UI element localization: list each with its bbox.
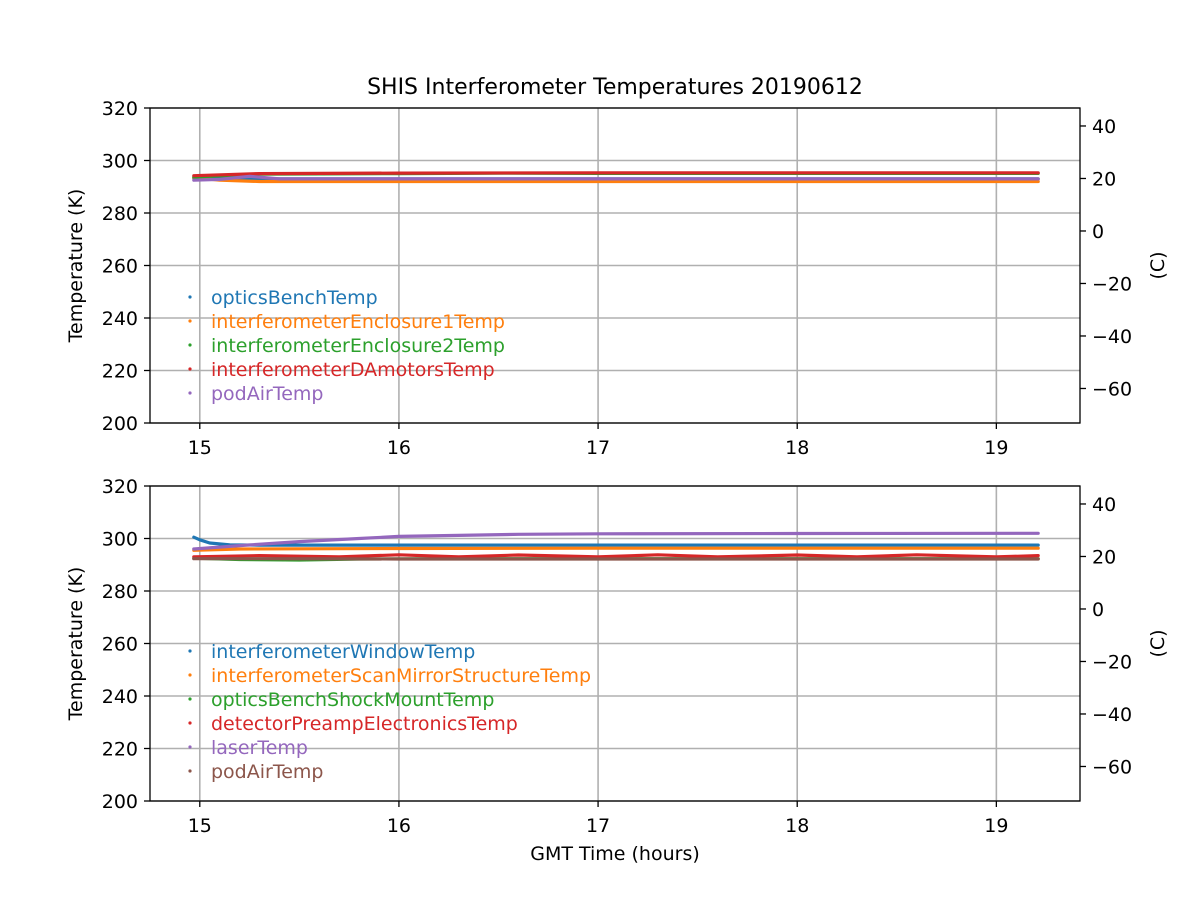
series-line-podAirTemp — [192, 174, 1040, 182]
legend-marker-interferometerEnclosure2Temp — [188, 343, 192, 347]
legend-marker-laserTemp — [188, 745, 192, 749]
y-tick-label: 320 — [102, 98, 138, 120]
right-y-tick-label: 0 — [1092, 221, 1104, 243]
y-axis-label: Temperature (K) — [65, 189, 87, 344]
right-y-tick-label: 40 — [1092, 494, 1116, 516]
legend-marker-opticsBenchTemp — [188, 295, 192, 299]
right-y-axis-label: (C) — [1147, 251, 1169, 279]
y-tick-label: 200 — [102, 791, 138, 813]
series-line-laserTemp — [192, 531, 1040, 551]
legend-label-interferometerEnclosure1Temp: interferometerEnclosure1Temp — [211, 311, 505, 333]
legend-marker-opticsBenchShockMountTemp — [188, 697, 192, 701]
legend-marker-podAirTemp — [188, 769, 192, 773]
right-y-tick-label: −40 — [1092, 704, 1132, 726]
x-tick-label: 16 — [387, 437, 411, 459]
series-line-interferometerScanMirrorStructureTemp — [192, 546, 1040, 552]
x-tick-label: 17 — [586, 437, 610, 459]
legend-label-opticsBenchTemp: opticsBenchTemp — [211, 287, 378, 309]
y-axis-label: Temperature (K) — [65, 567, 87, 722]
legend-marker-detectorPreampElectronicsTemp — [188, 721, 192, 725]
y-tick-label: 280 — [102, 203, 138, 225]
y-tick-label: 260 — [102, 634, 138, 656]
legend-label-interferometerWindowTemp: interferometerWindowTemp — [211, 641, 475, 663]
right-y-tick-label: 40 — [1092, 116, 1116, 138]
legend-label-interferometerDAmotorsTemp: interferometerDAmotorsTemp — [211, 359, 495, 381]
y-tick-label: 280 — [102, 581, 138, 603]
legend-marker-interferometerWindowTemp — [188, 649, 192, 653]
right-y-tick-label: 0 — [1092, 599, 1104, 621]
x-tick-label: 16 — [387, 815, 411, 837]
right-y-axis-label: (C) — [1147, 629, 1169, 657]
series-line-detectorPreampElectronicsTemp — [192, 553, 1040, 559]
y-tick-label: 200 — [102, 413, 138, 435]
figure-title: SHIS Interferometer Temperatures 2019061… — [367, 75, 863, 100]
x-tick-label: 17 — [586, 815, 610, 837]
x-tick-label: 18 — [785, 815, 809, 837]
legend-marker-interferometerEnclosure1Temp — [188, 319, 192, 323]
legend-label-opticsBenchShockMountTemp: opticsBenchShockMountTemp — [211, 689, 494, 711]
x-tick-label: 15 — [188, 437, 212, 459]
series-line-interferometerDAmotorsTemp — [192, 171, 1040, 178]
y-tick-label: 240 — [102, 686, 138, 708]
right-y-tick-label: −20 — [1092, 651, 1132, 673]
x-tick-label: 19 — [984, 815, 1008, 837]
legend-label-podAirTemp: podAirTemp — [211, 383, 323, 405]
legend-label-detectorPreampElectronicsTemp: detectorPreampElectronicsTemp — [211, 713, 518, 735]
x-tick-label: 15 — [188, 815, 212, 837]
right-y-tick-label: 20 — [1092, 168, 1116, 190]
top-panel: 15 16 17 18 19200220240260280300320−60−40−20… — [65, 98, 1169, 459]
bottom-panel: 15 16 17 18 19200220240260280300320−60−40−20… — [65, 476, 1169, 865]
y-tick-label: 320 — [102, 476, 138, 498]
right-y-tick-label: −40 — [1092, 326, 1132, 348]
legend-marker-podAirTemp — [188, 391, 192, 395]
y-tick-label: 300 — [102, 151, 138, 173]
y-tick-label: 300 — [102, 529, 138, 551]
right-y-tick-label: −60 — [1092, 378, 1132, 400]
y-tick-label: 260 — [102, 256, 138, 278]
legend-label-interferometerScanMirrorStructureTemp: interferometerScanMirrorStructureTemp — [211, 665, 591, 687]
legend-label-laserTemp: laserTemp — [211, 737, 308, 759]
x-tick-label: 19 — [984, 437, 1008, 459]
legend-label-podAirTemp: podAirTemp — [211, 761, 323, 783]
right-y-tick-label: −20 — [1092, 273, 1132, 295]
right-y-tick-label: −60 — [1092, 756, 1132, 778]
legend-marker-interferometerScanMirrorStructureTemp — [188, 673, 192, 677]
y-tick-label: 220 — [102, 361, 138, 383]
y-tick-label: 220 — [102, 739, 138, 761]
y-tick-label: 240 — [102, 308, 138, 330]
x-axis-label: GMT Time (hours) — [530, 843, 700, 865]
x-tick-label: 18 — [785, 437, 809, 459]
legend-label-interferometerEnclosure2Temp: interferometerEnclosure2Temp — [211, 335, 505, 357]
right-y-tick-label: 20 — [1092, 546, 1116, 568]
legend-marker-interferometerDAmotorsTemp — [188, 367, 192, 371]
